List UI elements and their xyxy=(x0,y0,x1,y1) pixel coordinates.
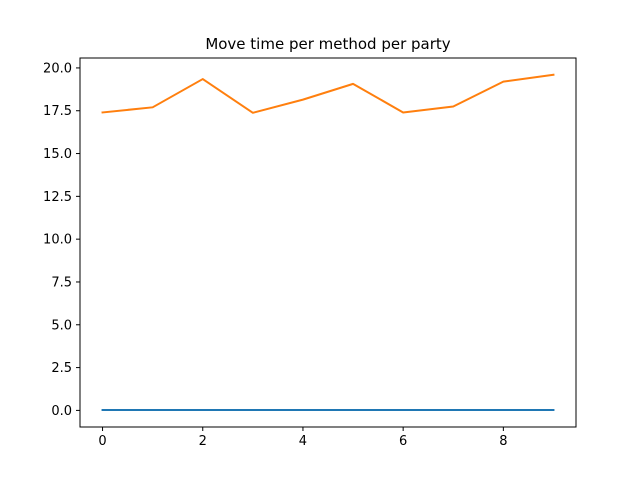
x-tick-label: 0 xyxy=(98,434,106,449)
y-tick-label: 12.5 xyxy=(43,190,72,205)
y-tick-label: 5.0 xyxy=(51,318,72,333)
y-tick-label: 10.0 xyxy=(43,233,72,248)
x-tick-label: 6 xyxy=(399,434,407,449)
plot-area-frame xyxy=(79,57,577,428)
y-tick-label: 0.0 xyxy=(51,404,72,419)
x-tick-label: 2 xyxy=(199,434,207,449)
y-tick-label: 15.0 xyxy=(43,147,72,162)
y-tick-label: 20.0 xyxy=(43,61,72,76)
x-tick-label: 4 xyxy=(299,434,307,449)
x-axis: 0 2 4 6 8 xyxy=(98,427,507,449)
y-tick-label: 17.5 xyxy=(43,104,72,119)
series-layer xyxy=(101,73,555,412)
y-tick-label: 2.5 xyxy=(51,361,72,376)
series-line-2 xyxy=(101,73,555,114)
x-tick-label: 8 xyxy=(499,434,507,449)
chart-title: Move time per method per party xyxy=(205,35,450,53)
y-axis: 0.0 2.5 5.0 7.5 10.0 12.5 15.0 17.5 20.0 xyxy=(43,61,80,419)
y-tick-label: 7.5 xyxy=(51,275,72,290)
